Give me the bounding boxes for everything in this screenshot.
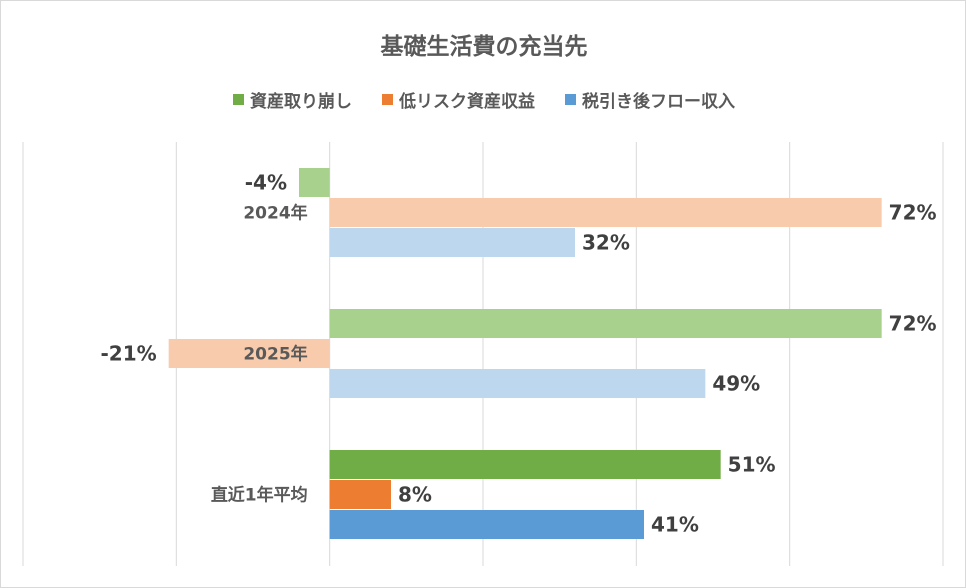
legend-item-drawdown: 資産取り崩し	[233, 87, 352, 112]
category-label-2: 直近1年平均	[211, 485, 308, 506]
bar-drawdown-1	[329, 309, 882, 338]
legend-label-drawdown: 資産取り崩し	[250, 92, 352, 112]
bar-drawdown-0	[299, 168, 330, 197]
data-label-drawdown-1: 72%	[889, 312, 937, 336]
bar-after-tax-0	[329, 228, 575, 257]
data-label-after-tax-0: 32%	[582, 231, 630, 255]
legend-swatch-after-tax	[565, 94, 576, 105]
legend-label-after-tax: 税引き後フロー収入	[582, 92, 735, 112]
category-label-0: 2024年	[243, 203, 307, 224]
bar-after-tax-2	[329, 510, 644, 539]
bar-low-risk-0	[329, 198, 882, 227]
data-label-drawdown-0: -4%	[245, 171, 287, 195]
bar-after-tax-1	[329, 369, 706, 398]
data-label-low-risk-1: -21%	[100, 342, 156, 366]
legend-swatch-low-risk	[382, 94, 393, 105]
legend-item-after-tax: 税引き後フロー収入	[565, 87, 735, 112]
category-label-1: 2025年	[243, 344, 307, 365]
data-label-after-tax-1: 49%	[712, 372, 760, 396]
data-label-after-tax-2: 41%	[651, 513, 699, 537]
bar-drawdown-2	[329, 450, 721, 479]
bar-low-risk-2	[329, 480, 391, 509]
data-label-low-risk-0: 72%	[889, 201, 937, 225]
legend-swatch-drawdown	[233, 94, 244, 105]
data-label-low-risk-2: 8%	[398, 483, 432, 507]
data-label-drawdown-2: 51%	[728, 453, 776, 477]
chart-title: 基礎生活費の充当先	[380, 34, 588, 60]
legend-label-low-risk: 低リスク資産収益	[399, 92, 535, 112]
legend-item-low-risk: 低リスク資産収益	[382, 87, 535, 112]
chart-legend: 資産取り崩し 低リスク資産収益 税引き後フロー収入	[1, 87, 966, 112]
bar-low-risk-1	[168, 339, 330, 368]
